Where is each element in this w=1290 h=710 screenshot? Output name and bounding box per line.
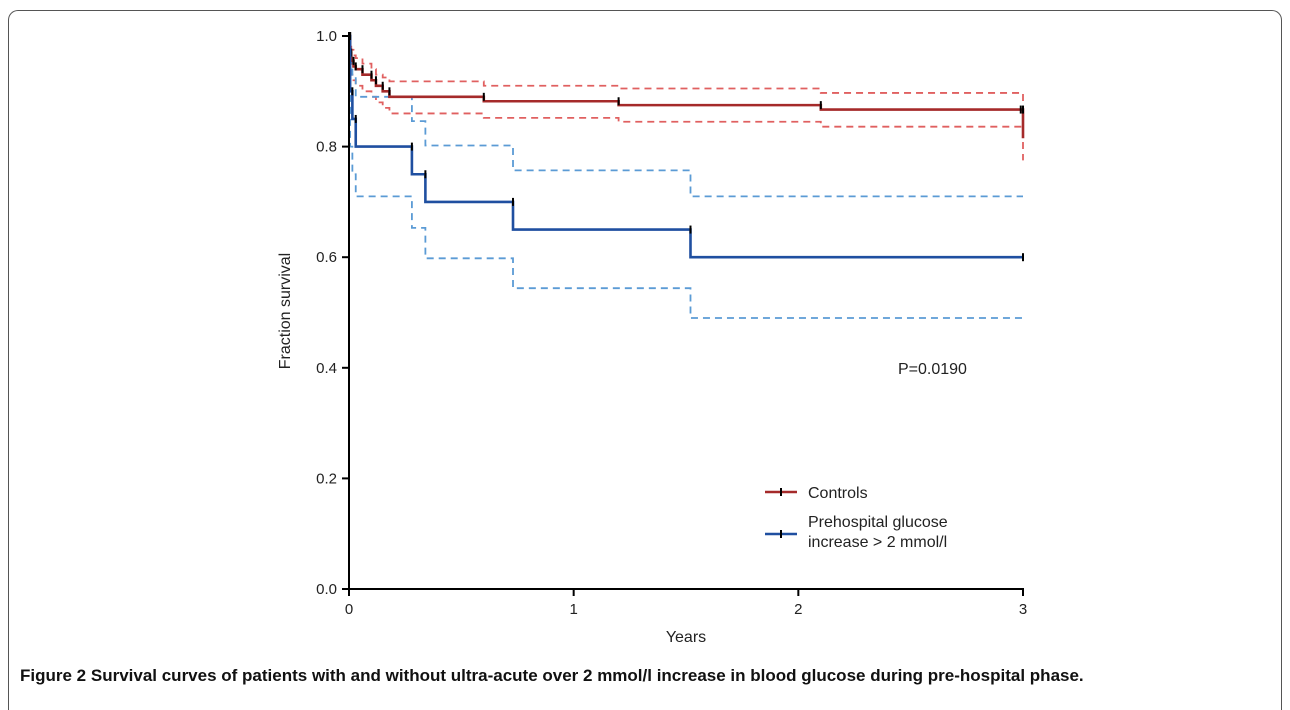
- y-tick-label: 0.4: [316, 360, 337, 377]
- legend-item-glucose: Prehospital glucose increase > 2 mmol/l: [765, 514, 952, 551]
- series-0-ci-lower: [349, 35, 1024, 161]
- x-tick-label: 0: [345, 601, 353, 618]
- confidence-interval-layer: [349, 35, 1024, 319]
- x-tick-label: 1: [569, 601, 577, 618]
- legend-item-controls: Controls: [765, 485, 868, 502]
- series-1-ci-upper: [349, 35, 1023, 198]
- legend: Controls Prehospital glucose increase > …: [765, 485, 952, 551]
- figure-caption-label: Figure 2: [20, 666, 87, 685]
- y-axis-label: Fraction survival: [277, 253, 294, 369]
- series-1-ci-lower: [349, 35, 1023, 319]
- x-tick-label: 2: [794, 601, 802, 618]
- y-tick-label: 0.8: [316, 139, 337, 156]
- x-axis-label: Years: [666, 629, 706, 646]
- y-tick-label: 1.0: [316, 28, 337, 45]
- series-layer: [348, 32, 1025, 262]
- x-tick-label: 3: [1019, 601, 1027, 618]
- axes-layer: 0.0 0.2 0.4 0.6 0.8 1.0 0 1 2 3: [316, 28, 1027, 618]
- series-0-ci-upper: [349, 35, 1024, 117]
- legend-label-glucose: Prehospital glucose increase > 2 mmol/l: [808, 514, 952, 551]
- y-tick-label: 0.0: [316, 581, 337, 598]
- series-0-curve: [348, 34, 1025, 139]
- series-1-curve: [348, 34, 1023, 259]
- legend-label-controls: Controls: [808, 485, 868, 502]
- y-tick-label: 0.2: [316, 470, 337, 487]
- figure-caption-text: Survival curves of patients with and wit…: [90, 666, 1084, 685]
- figure-frame: [8, 10, 1282, 710]
- survival-chart: 0.0 0.2 0.4 0.6 0.8 1.0 0 1 2 3 Fraction survival…: [277, 28, 1027, 646]
- figure-caption: Figure 2 Survival curves of patients wit…: [20, 665, 1285, 687]
- y-tick-label: 0.6: [316, 249, 337, 266]
- p-value-annotation: P=0.0190: [898, 361, 967, 378]
